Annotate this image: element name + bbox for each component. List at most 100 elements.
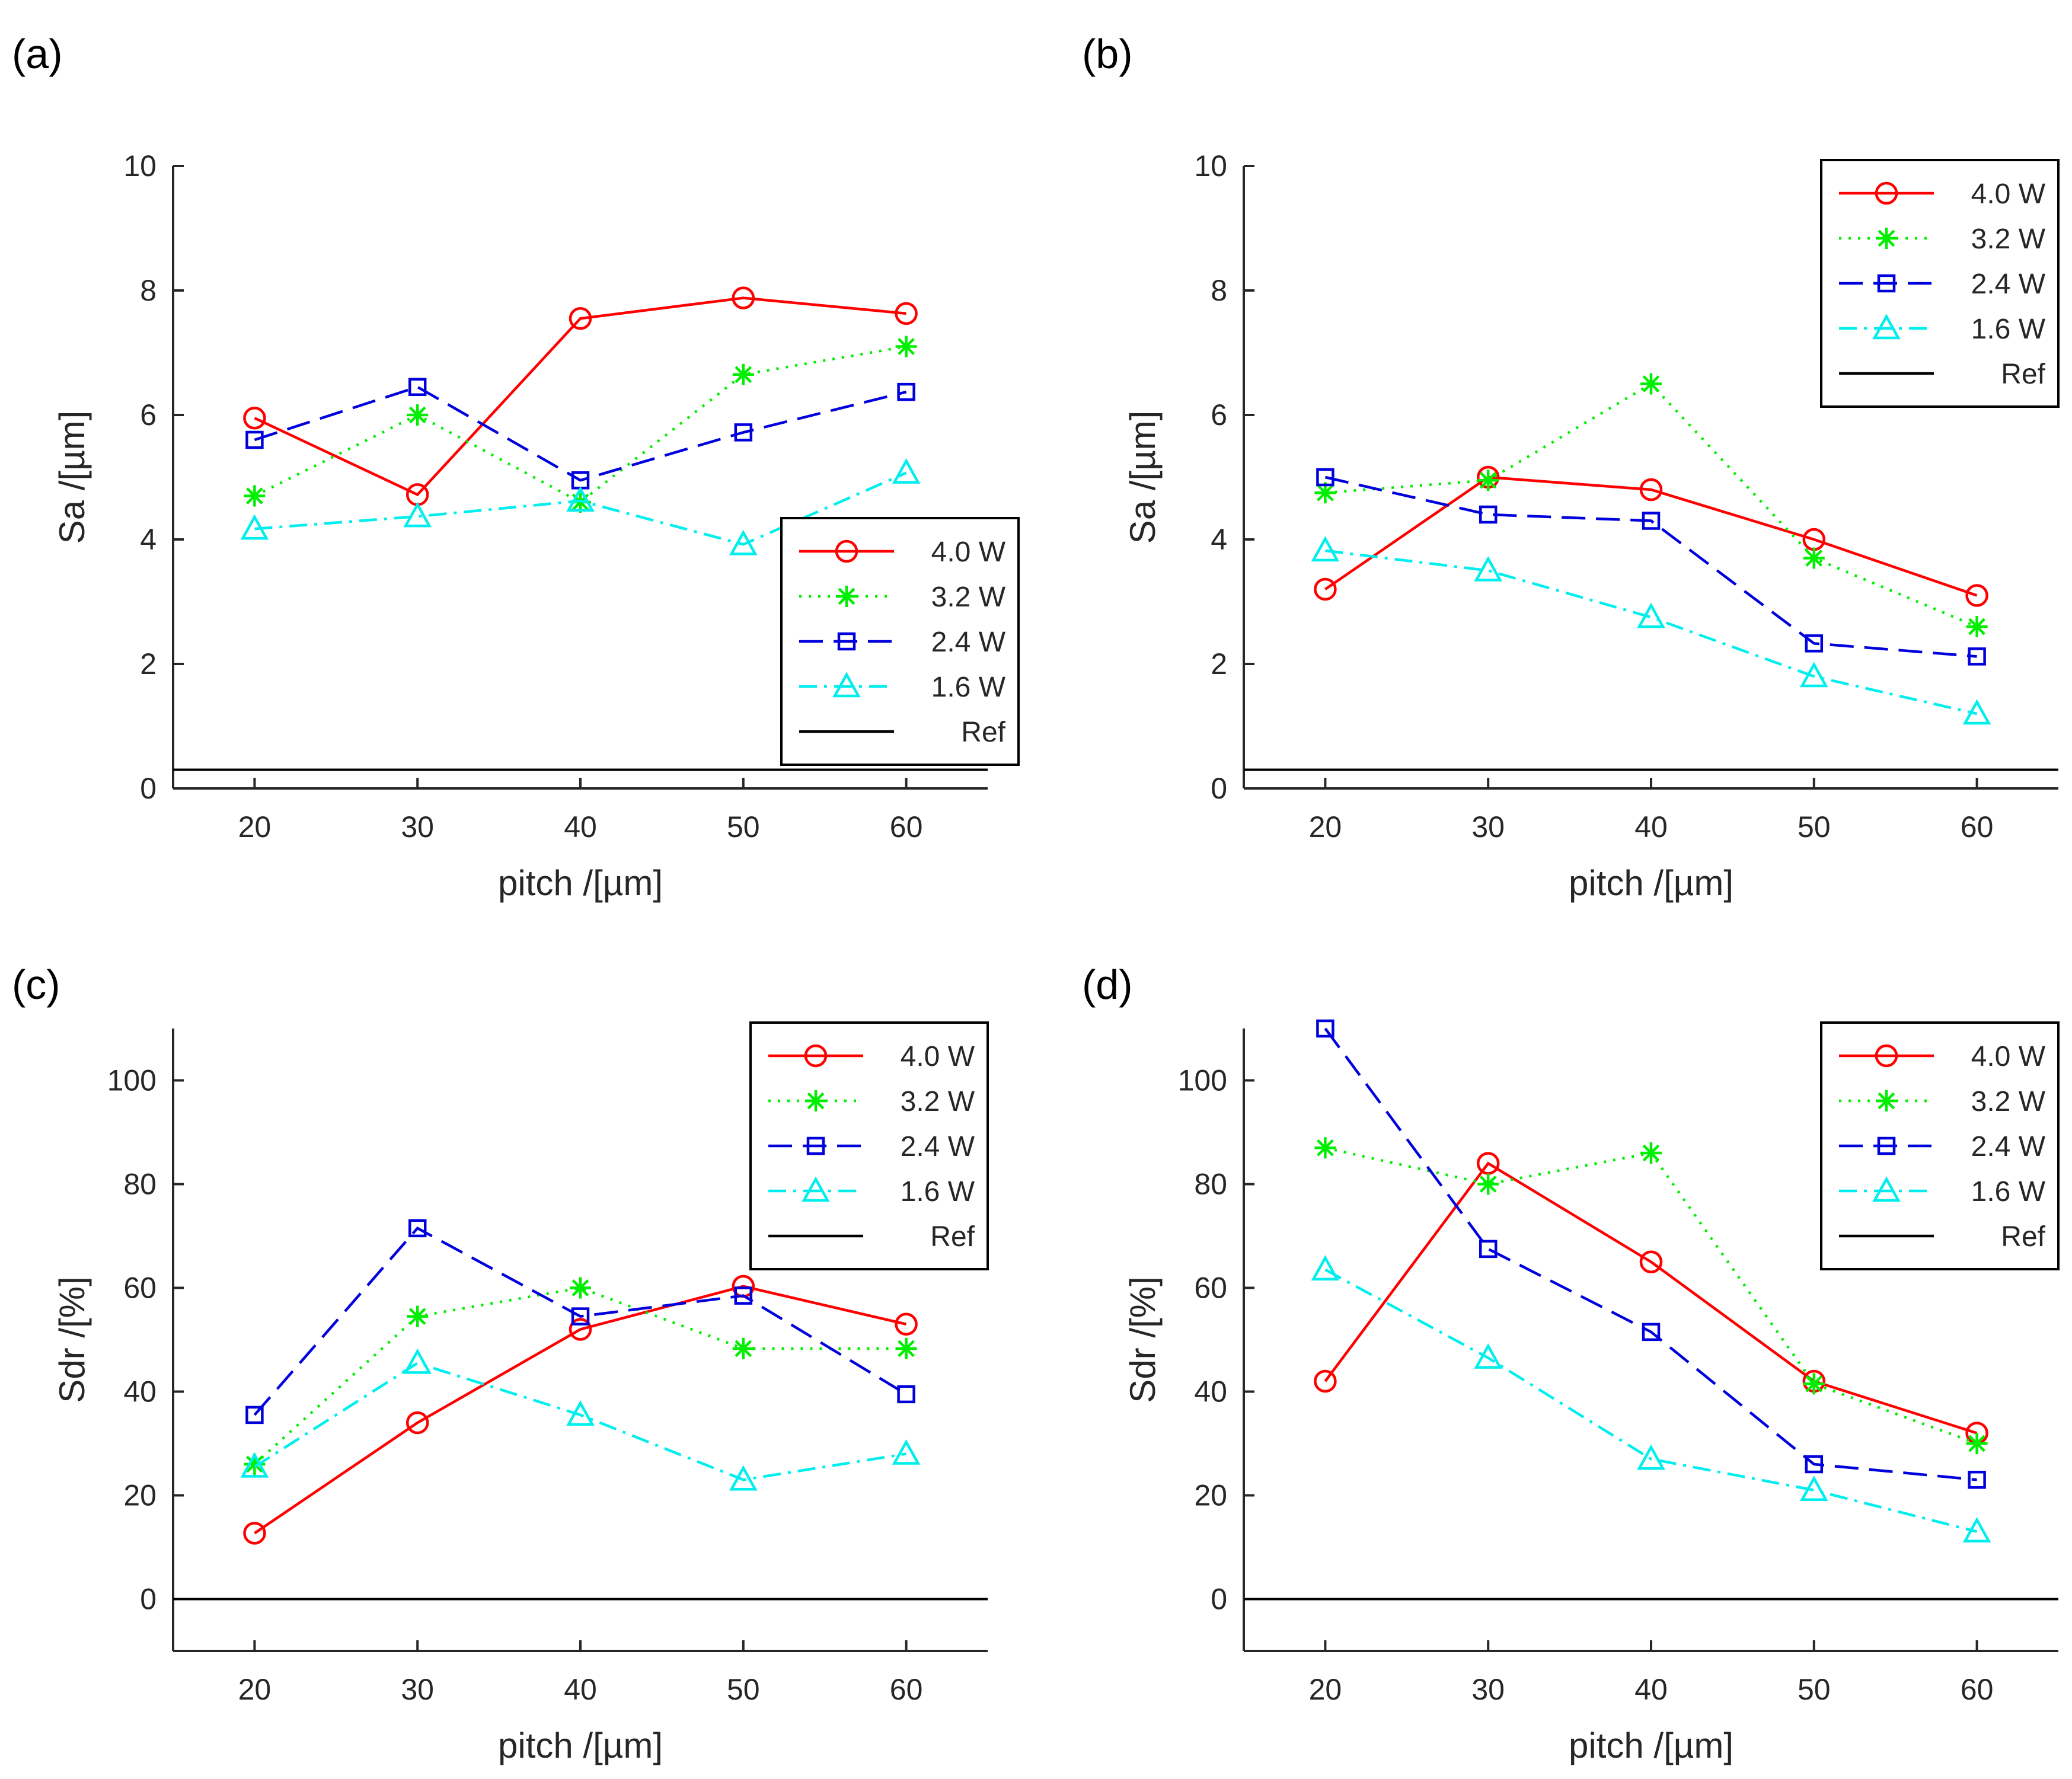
y-tick-label: 40 — [1194, 1375, 1227, 1408]
legend-marker — [1875, 1044, 1898, 1068]
chart-panel-1: (a) 0 2 4 6 8 10 20 30 40 50 60 pitch /[µm] Sa /[µm] 4… — [12, 31, 1020, 903]
legend-entry: Ref — [961, 717, 1005, 748]
y-tick-label: 0 — [140, 1583, 157, 1616]
data-point-marker — [1474, 555, 1503, 582]
legend-entry: 3.2 W — [901, 1086, 975, 1117]
legend-entry: 1.6 W — [1971, 314, 2046, 345]
legend-marker — [1877, 1136, 1896, 1155]
y-tick-label: 80 — [123, 1168, 157, 1201]
data-point-marker — [1637, 602, 1665, 628]
y-tick-label: 40 — [123, 1375, 157, 1408]
data-point-marker — [895, 336, 917, 357]
data-point-marker — [240, 514, 269, 540]
x-axis-label: pitch /[µm] — [1569, 863, 1733, 903]
series-line — [254, 1285, 907, 1535]
data-point-marker — [1803, 547, 1825, 569]
legend-entry: 1.6 W — [901, 1176, 975, 1208]
legend-entry: 4.0 W — [931, 536, 1006, 568]
y-tick-label: 100 — [107, 1064, 157, 1097]
legend-entry: 3.2 W — [1971, 1086, 2046, 1117]
series-4-0-W — [1314, 465, 1988, 607]
data-point-marker — [408, 1219, 427, 1238]
data-point-marker — [403, 1348, 432, 1374]
data-point-marker — [243, 407, 266, 430]
y-tick-label: 20 — [1194, 1479, 1227, 1512]
panel-label: (c) — [12, 962, 60, 1008]
data-point-marker — [566, 486, 595, 512]
y-tick-label: 6 — [1211, 398, 1227, 432]
legend-entry: Ref — [2001, 359, 2045, 390]
y-tick-label: 20 — [123, 1479, 157, 1512]
y-tick-label: 10 — [123, 149, 157, 183]
data-point-marker — [569, 1318, 592, 1341]
y-tick-label: 60 — [1194, 1272, 1227, 1305]
legend: 4.0 W 3.2 W 2.4 W 1.6 W Ref — [1820, 1021, 2060, 1270]
data-point-marker — [1477, 469, 1499, 491]
series-2-4-W — [245, 378, 915, 490]
x-tick-label: 60 — [890, 810, 923, 844]
data-point-marker — [734, 423, 753, 442]
legend-entry: 2.4 W — [1971, 269, 2046, 300]
x-tick-label: 30 — [1471, 1673, 1505, 1706]
y-tick-label: 100 — [1178, 1064, 1227, 1097]
data-point-marker — [403, 502, 432, 528]
legend-entry: 2.4 W — [901, 1131, 975, 1162]
data-point-marker — [243, 1522, 266, 1545]
y-tick-label: 4 — [140, 523, 157, 556]
panel-label: (d) — [1082, 962, 1133, 1008]
legend-marker — [832, 672, 861, 698]
series-2-4-W — [1316, 468, 1986, 666]
series-line — [254, 1361, 906, 1481]
data-point-marker — [729, 529, 758, 555]
data-point-marker — [1639, 1250, 1663, 1273]
data-point-marker — [1637, 1444, 1665, 1470]
data-point-marker — [1805, 634, 1824, 653]
legend-marker — [1875, 181, 1898, 205]
legend-marker — [836, 586, 857, 607]
y-tick-label: 0 — [1211, 1583, 1227, 1616]
y-tick-label: 2 — [140, 647, 157, 681]
data-point-marker — [245, 1406, 264, 1425]
y-axis-label: Sa /[µm] — [52, 411, 92, 544]
y-tick-label: 60 — [123, 1272, 157, 1305]
series-2-4-W — [1316, 1019, 1986, 1489]
y-tick-label: 0 — [140, 772, 157, 805]
x-tick-label: 60 — [1961, 810, 1994, 844]
legend-marker — [1877, 274, 1896, 293]
series-1-6-W — [240, 458, 921, 555]
legend-marker — [1876, 1090, 1897, 1112]
data-point-marker — [729, 1465, 758, 1491]
x-tick-label: 20 — [238, 1673, 272, 1706]
y-axis-label: Sdr /[%] — [52, 1276, 92, 1403]
series-1-6-W — [1311, 1255, 1991, 1542]
data-point-marker — [244, 485, 266, 507]
data-point-marker — [1311, 1255, 1340, 1281]
data-point-marker — [1314, 482, 1336, 504]
y-tick-label: 8 — [1211, 274, 1227, 307]
data-point-marker — [1968, 647, 1986, 666]
data-point-marker — [1640, 373, 1662, 395]
data-point-marker — [732, 363, 754, 385]
data-point-marker — [1968, 1471, 1986, 1489]
series-line — [1324, 1027, 1977, 1481]
data-point-marker — [1314, 577, 1337, 601]
data-point-marker — [571, 1307, 590, 1326]
data-point-marker — [1966, 1433, 1988, 1454]
legend-marker — [805, 1090, 826, 1112]
series-line — [254, 471, 907, 546]
y-tick-label: 10 — [1194, 149, 1227, 183]
x-tick-label: 60 — [1961, 1673, 1994, 1706]
x-tick-label: 50 — [727, 810, 760, 844]
series-1-6-W — [240, 1348, 921, 1491]
data-point-marker — [895, 302, 918, 325]
series-3-2-W — [1314, 373, 1988, 637]
legend-marker — [1876, 228, 1897, 249]
data-point-marker — [1640, 1142, 1662, 1164]
data-point-marker — [1799, 1475, 1828, 1501]
x-tick-label: 40 — [564, 1673, 597, 1706]
chart-panel-3: (c) 0 20 40 60 80 100 20 30 40 50 60 pitch /[µm] Sdr … — [12, 962, 989, 1765]
y-axis-label: Sdr /[%] — [1123, 1276, 1163, 1403]
data-point-marker — [1479, 505, 1498, 524]
data-point-marker — [1642, 512, 1661, 530]
